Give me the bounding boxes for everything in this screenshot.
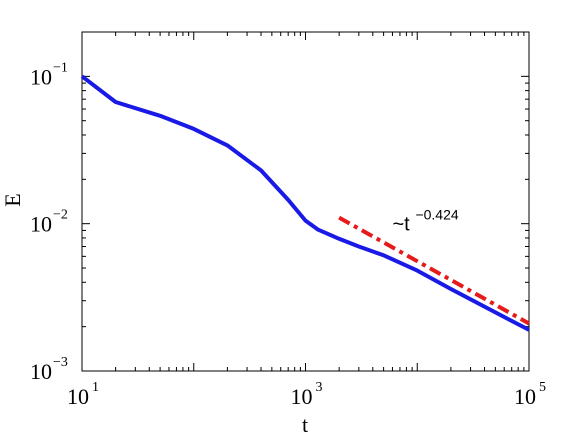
x-tick-label: 10 [514, 384, 536, 409]
series-line-2 [338, 215, 530, 326]
x-tick-label: 10 [291, 384, 313, 409]
plot-area [81, 31, 530, 372]
y-tick-exponent: −2 [53, 208, 68, 223]
x-tick-exponent: 1 [92, 380, 99, 395]
series-layer [80, 74, 530, 332]
series-line-1 [80, 74, 530, 332]
y-tick-exponent: −3 [53, 355, 68, 370]
ticks [81, 31, 529, 372]
x-axis-label: t [302, 412, 308, 437]
y-tick-label: 10 [30, 64, 52, 89]
x-tick-exponent: 3 [316, 380, 323, 395]
y-tick-label: 10 [30, 212, 52, 237]
annotations: ~t −0.424 [392, 206, 458, 235]
annotation-exponent: −0.424 [415, 206, 458, 222]
x-tick-label: 10 [67, 384, 89, 409]
y-axis-label: E [0, 193, 25, 206]
annotation-label: ~t [392, 213, 410, 235]
y-tick-label: 10 [30, 359, 52, 384]
x-tick-exponent: 5 [539, 380, 546, 395]
tick-labels: 10 1 10 3 10 510 −310 −210 −1 [30, 60, 546, 409]
y-tick-exponent: −1 [53, 60, 68, 75]
